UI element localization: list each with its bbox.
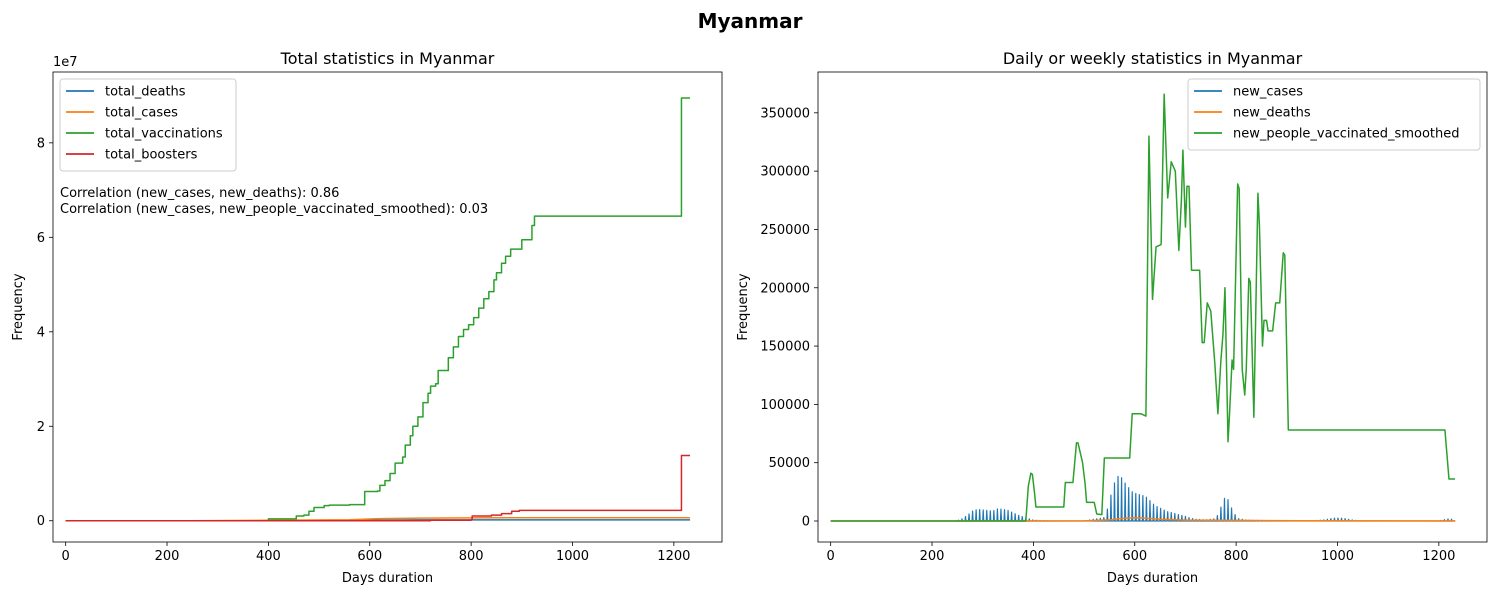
x-tick-label: 600: [1122, 549, 1147, 564]
legend-label: new_cases: [1233, 85, 1303, 100]
y-tick-label: 4: [37, 325, 45, 340]
x-tick-label: 800: [459, 549, 484, 564]
legend-label: total_vaccinations: [105, 127, 223, 142]
legend-label: total_deaths: [105, 85, 186, 100]
x-tick-label: 400: [256, 549, 281, 564]
series-line-new_cases: [830, 475, 1456, 522]
y-tick-label: 350000: [760, 106, 810, 121]
legend-label: total_boosters: [105, 148, 198, 163]
plot-area: [65, 97, 691, 522]
y-tick-label: 8: [37, 136, 45, 151]
x-axis-label: Days duration: [1107, 571, 1198, 586]
y-tick-label: 6: [37, 231, 45, 246]
y-tick-label: 300000: [760, 165, 810, 180]
x-tick-label: 600: [357, 549, 382, 564]
series-line-total_boosters: [65, 454, 691, 522]
x-tick-label: 1000: [556, 549, 589, 564]
y-axis-label: Frequency: [736, 273, 751, 340]
x-tick-label: 1200: [657, 549, 690, 564]
axes-frame: [52, 71, 723, 543]
correlation-annotation: Correlation (new_cases, new_deaths): 0.8…: [60, 186, 339, 201]
x-tick-label: 200: [155, 549, 180, 564]
legend-label: new_people_vaccinated_smoothed: [1233, 127, 1459, 142]
legend-box: [1187, 78, 1481, 151]
y-tick-label: 50000: [769, 456, 810, 471]
legend: total_deaths total_cases total_vaccination…: [59, 78, 237, 172]
y-tick-label: 250000: [760, 223, 810, 238]
series-line-total_vaccinations: [65, 97, 691, 522]
x-tick-label: 1000: [1321, 549, 1354, 564]
y-tick-label: 0: [802, 515, 810, 530]
y-tick-label: 100000: [760, 398, 810, 413]
x-tick-label: 0: [827, 549, 835, 564]
legend-box: [59, 78, 237, 172]
series-line-new_people_vaccinated_smoothed: [830, 93, 1456, 522]
x-tick-label: 1200: [1422, 549, 1455, 564]
x-axis-label: Days duration: [342, 571, 433, 586]
correlation-annotation: Correlation (new_cases, new_people_vacci…: [60, 202, 488, 217]
y-tick-label: 150000: [760, 340, 810, 355]
series-line-new_deaths: [830, 516, 1456, 522]
chart-title: Daily or weekly statistics in Myanmar: [1003, 49, 1303, 68]
x-tick-label: 200: [920, 549, 945, 564]
x-tick-label: 400: [1021, 549, 1046, 564]
legend: new_cases new_deaths new_people_vaccinated…: [1187, 78, 1481, 151]
axes-frame: [817, 71, 1488, 543]
plot-area: [830, 93, 1456, 522]
y-tick-label: 200000: [760, 281, 810, 296]
y-offset-label: 1e7: [53, 55, 78, 70]
chart-title: Total statistics in Myanmar: [280, 49, 495, 68]
legend-label: new_deaths: [1233, 106, 1311, 121]
y-tick-label: 2: [37, 420, 45, 435]
y-axis-label: Frequency: [11, 273, 26, 340]
legend-label: total_cases: [105, 106, 178, 121]
x-tick-label: 800: [1224, 549, 1249, 564]
chart-panel-1: Total statistics in Myanmar 0 200 400 600 800…: [11, 49, 723, 586]
figure-title: Myanmar: [698, 9, 803, 33]
x-tick-label: 0: [62, 549, 70, 564]
chart-panel-2: Daily or weekly statistics in Myanmar 0 20…: [736, 49, 1488, 586]
y-tick-label: 0: [37, 514, 45, 529]
